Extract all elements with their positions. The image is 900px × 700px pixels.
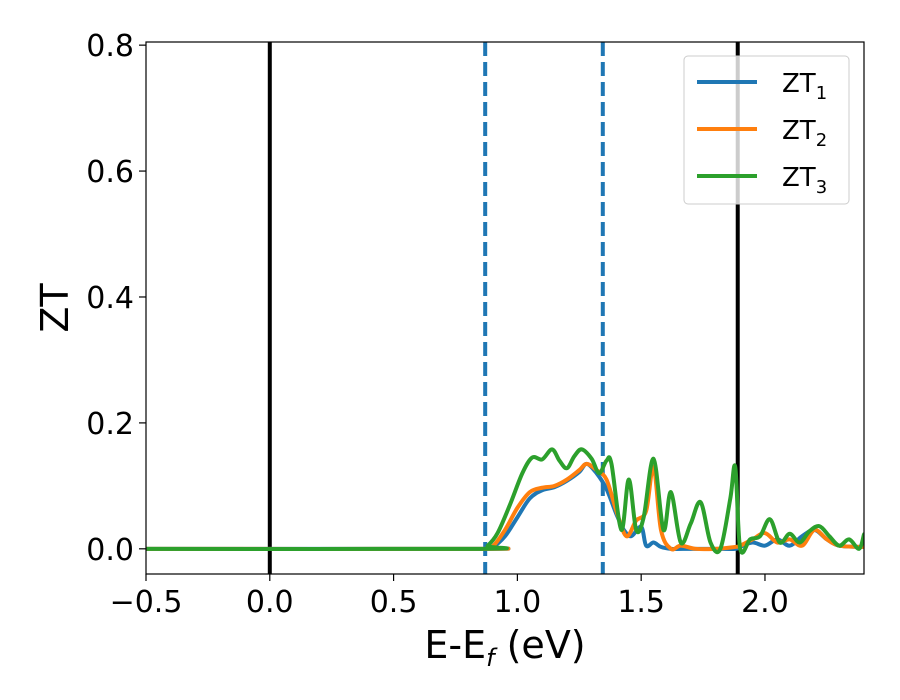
- reference-lines: [267, 42, 740, 574]
- legend-label-sub: 2: [816, 130, 827, 151]
- y-axis-label: ZT: [33, 283, 77, 333]
- x-axis-ticks: −0.5 0.0 0.5 1.0 1.5 2.0: [110, 574, 789, 620]
- y-tick-label: 0.4: [86, 281, 134, 316]
- x-axis-label-unit: (eV): [495, 623, 586, 667]
- legend-label-2: ZT2: [782, 116, 827, 151]
- legend-label-sub: 3: [816, 177, 827, 198]
- y-tick-label: 0.0: [86, 533, 134, 568]
- x-axis-label: E-Ef (eV): [424, 623, 585, 672]
- y-axis-ticks: 0.0 0.2 0.4 0.6 0.8: [86, 29, 146, 568]
- x-tick-label: −0.5: [110, 585, 183, 620]
- legend-label-main: ZT: [782, 116, 816, 146]
- x-tick-label: 2.0: [741, 585, 789, 620]
- legend-box: [683, 55, 850, 205]
- plot-frame: [145, 41, 865, 575]
- y-tick-label: 0.6: [86, 155, 134, 190]
- y-tick-label: 0.8: [86, 29, 134, 64]
- legend-label-1: ZT1: [782, 69, 827, 104]
- legend-label-3: ZT3: [782, 163, 827, 198]
- x-tick-label: 0.0: [246, 585, 294, 620]
- legend-label-main: ZT: [782, 163, 816, 193]
- x-tick-label: 1.0: [494, 585, 542, 620]
- y-tick-label: 0.2: [86, 407, 134, 442]
- legend-label-sub: 1: [816, 83, 827, 104]
- legend-label-main: ZT: [782, 69, 816, 99]
- series-lines: [146, 447, 864, 555]
- x-tick-label: 0.5: [370, 585, 418, 620]
- x-tick-label: 1.5: [617, 585, 665, 620]
- series-line-3: [146, 447, 864, 555]
- x-axis-label-main: E-E: [424, 623, 486, 667]
